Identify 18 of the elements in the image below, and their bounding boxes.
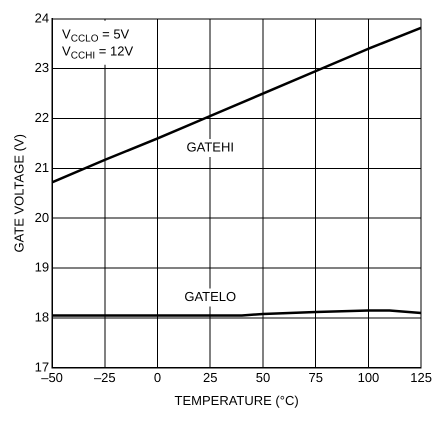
x-tick-label: 25 bbox=[203, 370, 218, 386]
x-tick-label: 75 bbox=[308, 370, 323, 386]
x-tick-label: 125 bbox=[410, 370, 432, 386]
x-tick-label: –25 bbox=[94, 370, 116, 386]
x-tick-label: 50 bbox=[256, 370, 270, 386]
x-tick-label: 0 bbox=[154, 370, 162, 386]
x-axis-title: TEMPERATURE (°C) bbox=[174, 392, 299, 408]
y-tick-label: 21 bbox=[34, 160, 50, 175]
y-tick-label: 19 bbox=[34, 260, 50, 275]
series-label: GATEHI bbox=[186, 140, 234, 155]
y-tick-label: 22 bbox=[34, 110, 50, 126]
y-axis-title: GATE VOLTAGE (V) bbox=[11, 134, 26, 253]
series-label: GATELO bbox=[184, 289, 236, 304]
y-tick-label: 18 bbox=[34, 310, 50, 325]
x-tick-label: 100 bbox=[358, 370, 380, 386]
y-tick-label: 20 bbox=[34, 210, 50, 225]
y-tick-label: 24 bbox=[34, 10, 50, 26]
y-tick-label: 23 bbox=[34, 60, 50, 76]
